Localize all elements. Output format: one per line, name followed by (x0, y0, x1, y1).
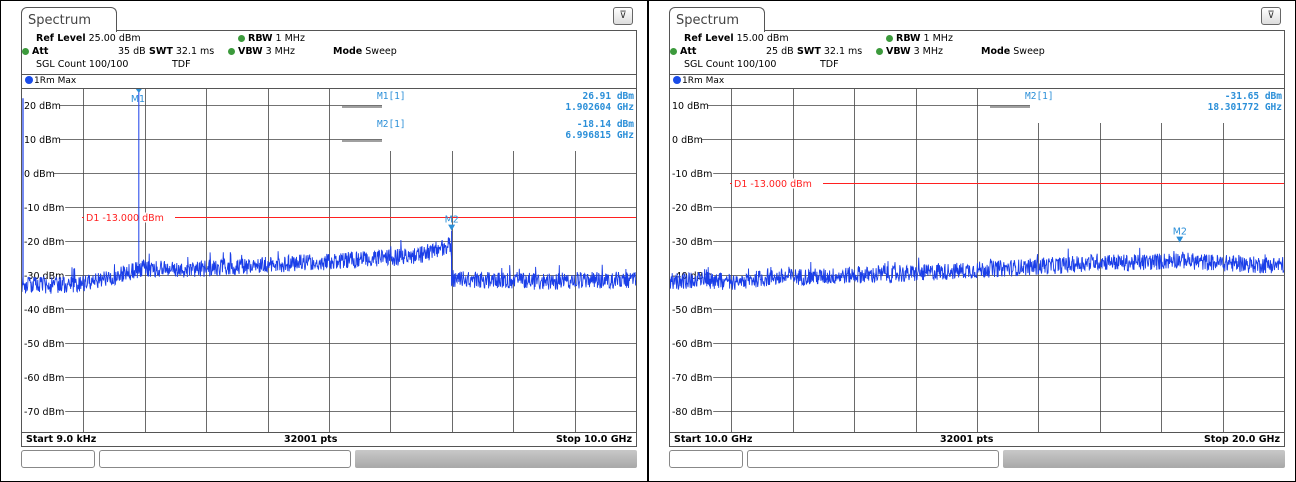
input-field-left[interactable] (669, 450, 743, 468)
att-value: 35 dB (118, 46, 146, 57)
att: Att (670, 46, 696, 57)
y-tick-label: -70 dBm (672, 373, 712, 384)
marker-label: M2 (1173, 227, 1187, 238)
y-tick-label: -60 dBm (24, 373, 64, 384)
trace-label: 1Rm Max (21, 74, 637, 88)
spectrum-panel-right: Spectrum ⊽ Ref Level 15.00 dBm Att 25 dB… (648, 0, 1296, 482)
mode: Mode Sweep (333, 46, 397, 57)
input-field-left[interactable] (21, 450, 95, 468)
marker-readout-name: M1[1] (377, 91, 406, 102)
att-value: 25 dB (766, 46, 794, 57)
status-dot-icon (228, 48, 235, 55)
status-dot-icon (876, 48, 883, 55)
rbw: RBW 1 MHz (886, 33, 953, 44)
start-frequency: Start 9.0 kHz (26, 434, 97, 445)
status-dot-icon (886, 35, 893, 42)
message-field[interactable] (99, 450, 351, 468)
marker-readout-level: -18.14 dBm (577, 119, 634, 130)
preset-icon[interactable]: ⊽ (1261, 7, 1281, 25)
marker-readout-level: 26.91 dBm (583, 91, 635, 102)
stop-frequency: Stop 10.0 GHz (555, 434, 632, 445)
preset-icon[interactable]: ⊽ (613, 7, 633, 25)
limit-label-bg (732, 178, 823, 189)
trace-dot-icon (673, 76, 681, 84)
ref-level: Ref Level 15.00 dBm (684, 33, 789, 44)
marker-readout-level: -31.65 dBm (1225, 91, 1282, 102)
stop-frequency: Stop 20.0 GHz (1203, 434, 1280, 445)
marker-readout-name: M2[1] (1025, 91, 1054, 102)
y-tick-label: 10 dBm (24, 135, 61, 146)
status-indicator (1003, 450, 1285, 468)
marker-readout-frequency: 1.902604 GHz (565, 102, 634, 113)
status-bar (669, 450, 1285, 468)
message-field[interactable] (747, 450, 999, 468)
marker-triangle-icon (135, 89, 142, 93)
marker-readout-name: M2[1] (377, 119, 406, 130)
att: Att (22, 46, 48, 57)
status-indicator (355, 450, 637, 468)
limit-line-label: D1 -13.000 dBm (734, 179, 812, 190)
tdf: TDF (820, 59, 839, 70)
marker-readout-box (382, 89, 636, 151)
y-tick-label: -20 dBm (24, 237, 64, 248)
marker-readout-frequency: 18.301772 GHz (1208, 102, 1283, 113)
marker-label: M1 (131, 94, 145, 105)
vbw: VBW 3 MHz (228, 46, 295, 57)
marker-triangle-icon (448, 224, 456, 231)
marker-triangle-icon (1176, 236, 1184, 243)
status-dot-icon (238, 35, 245, 42)
y-tick-label: -20 dBm (672, 203, 712, 214)
sweep-footer: Start 9.0 kHz 32001 pts Stop 10.0 GHz (21, 433, 637, 447)
spectrum-panel-left: Spectrum ⊽ Ref Level 25.00 dBm Att 35 dB… (0, 0, 648, 482)
marker-readout-frequency: 6.996815 GHz (565, 130, 634, 141)
trace-line (22, 236, 636, 294)
mode: Mode Sweep (981, 46, 1045, 57)
y-tick-label: 20 dBm (24, 101, 61, 112)
y-tick-label: -10 dBm (672, 169, 712, 180)
status-bar (21, 450, 637, 468)
start-frequency: Start 10.0 GHz (674, 434, 753, 445)
y-tick-label: 0 dBm (24, 169, 55, 180)
limit-line-label: D1 -13.000 dBm (86, 213, 164, 224)
y-tick-label: -30 dBm (672, 237, 712, 248)
spectrum-plot[interactable]: 20 dBm 10 dBm 0 dBm -10 dBm -20 dBm -30 dBm -4… (21, 88, 637, 433)
sgl-count: SGL Count 100/100 (684, 59, 777, 70)
swt: SWT 32.1 ms (149, 46, 215, 57)
sweep-footer: Start 10.0 GHz 32001 pts Stop 20.0 GHz (669, 433, 1285, 447)
trace-dot-icon (25, 76, 33, 84)
tdf: TDF (172, 59, 191, 70)
ref-level: Ref Level 25.00 dBm (36, 33, 141, 44)
marker-label: M2 (445, 215, 459, 226)
y-tick-label: 10 dBm (672, 101, 709, 112)
tab-spectrum[interactable]: Spectrum (669, 7, 765, 32)
trace-line (670, 247, 1284, 290)
y-tick-label: -10 dBm (24, 203, 64, 214)
y-tick-label: -60 dBm (672, 339, 712, 350)
rbw: RBW 1 MHz (238, 33, 305, 44)
sweep-points: 32001 pts (284, 434, 338, 445)
status-dot-icon (670, 48, 677, 55)
spectrum-plot[interactable]: 10 dBm 0 dBm -10 dBm -20 dBm -30 dBm -40 dBm -… (669, 88, 1285, 433)
settings-header: Ref Level 15.00 dBm Att 25 dB SWT 32.1 m… (669, 30, 1285, 74)
trace-label: 1Rm Max (669, 74, 1285, 88)
sweep-points: 32001 pts (940, 434, 994, 445)
swt: SWT 32.1 ms (797, 46, 863, 57)
y-tick-label: 0 dBm (672, 135, 703, 146)
limit-label-bg (84, 212, 175, 223)
sgl-count: SGL Count 100/100 (36, 59, 129, 70)
y-tick-label: -40 dBm (24, 305, 64, 316)
vbw: VBW 3 MHz (876, 46, 943, 57)
y-tick-label: -50 dBm (672, 305, 712, 316)
settings-header: Ref Level 25.00 dBm Att 35 dB SWT 32.1 m… (21, 30, 637, 74)
y-tick-label: -80 dBm (672, 407, 712, 418)
y-tick-label: -70 dBm (24, 407, 64, 418)
y-tick-label: -50 dBm (24, 339, 64, 350)
status-dot-icon (22, 48, 29, 55)
tab-spectrum[interactable]: Spectrum (21, 7, 117, 32)
marker-readout-box (1030, 89, 1284, 123)
